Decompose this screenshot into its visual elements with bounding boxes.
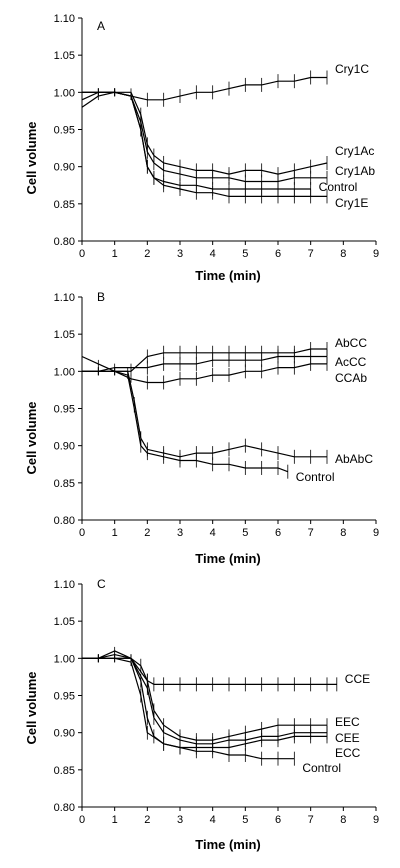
panel-a-ytick-label: 0.85 [54, 199, 75, 211]
panel-c-ytick-label: 0.95 [54, 691, 75, 703]
panel-c-series-cce-label: CCE [345, 672, 370, 686]
panel-c: Cell volume C Time (min) 0.80 0.85 0.90 0.9… [24, 577, 379, 852]
panel-c-series-ecc-line [82, 657, 327, 749]
panel-b-plot: 0.80 0.85 0.90 0.95 1.00 1.05 1.10 0 1 2 3 4 5 6 7 8 9 Ab… [54, 292, 379, 539]
panel-c-xtick-label: 2 [144, 814, 150, 826]
panel-b-xlabel: Time (min) [195, 551, 261, 566]
panel-b-series-control-line [82, 370, 289, 473]
panel-b-label: B [97, 290, 105, 304]
panel-a-xtick-label: 0 [79, 248, 85, 260]
panel-b-xtick-label: 1 [112, 527, 118, 539]
panel-c-xtick-label: 5 [242, 814, 248, 826]
panel-a-xtick-label: 7 [308, 248, 314, 260]
panel-a-ytick-label: 1.10 [54, 13, 75, 25]
panel-a-series-cry1c-label: Cry1C [335, 62, 369, 76]
panel-a-series-cry1e-line [81, 91, 327, 197]
panel-a-xtick-label: 3 [177, 248, 183, 260]
panel-a: Cell volume A Time (min) 0.80 0.85 0.90 0.9… [24, 13, 379, 283]
panel-a-label: A [97, 19, 105, 33]
panel-c-xtick-label: 9 [373, 814, 379, 826]
panel-c-xtick-label: 1 [112, 814, 118, 826]
panel-c-ylabel: Cell volume [24, 672, 39, 745]
panel-c-xtick-label: 4 [210, 814, 216, 826]
panel-a-xlabel: Time (min) [195, 268, 261, 283]
panel-c-series-ecc-label: ECC [335, 746, 361, 760]
panel-a-series-cry1ac-line [82, 91, 328, 175]
panel-b-ytick-label: 1.05 [54, 329, 75, 341]
panel-b-xtick-label: 4 [210, 527, 216, 539]
panel-b-series-control-label: Control [296, 470, 335, 484]
panel-c-series-control-label: Control [302, 761, 341, 775]
panel-a-xtick-label: 5 [242, 248, 248, 260]
panel-a-ytick-label: 0.80 [54, 236, 75, 248]
panel-b-ylabel: Cell volume [24, 402, 39, 475]
panel-c-plot: 0.800.850.900.951.001.051.100 1 2 3 4 5 6 7 8 9CC… [54, 579, 379, 826]
panel-b-series-ccab-label: CCAb [335, 371, 367, 385]
panel-c-xtick-label: 8 [340, 814, 346, 826]
panel-a-ytick-label: 0.95 [54, 125, 75, 137]
panel-b-series-ababc-label: AbAbC [335, 452, 373, 466]
panel-c-ytick-label: 0.85 [54, 765, 75, 777]
panel-c-series-eec-label: EEC [335, 715, 360, 729]
panel-b-series-accc-label: AcCC [335, 355, 367, 369]
panel-a-series-cry1ab-label: Cry1Ab [335, 164, 375, 178]
panel-a-series-cry1e-label: Cry1E [335, 196, 368, 210]
panel-b-series-ccab-line [81, 355, 327, 384]
panel-c-ytick-label: 0.80 [54, 802, 75, 814]
panel-a-ytick-label: 1.05 [54, 50, 75, 62]
panel-b-series-abcc-label: AbCC [335, 336, 367, 350]
panel-b: Cell volume B Time (min) 0.80 0.85 0.90 0.9… [24, 290, 379, 566]
panel-a-axes [81, 18, 376, 242]
panel-b-xtick-label: 2 [144, 527, 150, 539]
panel-c-ytick-label: 1.05 [54, 616, 75, 628]
panel-c-xlabel: Time (min) [195, 837, 261, 852]
panel-a-series-cry1ab-line [82, 91, 327, 183]
panel-c-label: C [97, 577, 106, 591]
panel-a-series-cry1ac-label: Cry1Ac [335, 144, 374, 158]
panel-c-series-control-line [82, 657, 295, 760]
panel-b-series-ababc-line [82, 370, 327, 458]
panel-b-ytick-label: 1.00 [54, 366, 75, 378]
panel-a-xtick-label: 2 [144, 248, 150, 260]
panel-b-series-accc-line [82, 355, 327, 372]
panel-b-ytick-label: 1.10 [54, 292, 75, 304]
panel-b-ytick-label: 0.95 [54, 404, 75, 416]
panel-a-plot: 0.80 0.85 0.90 0.95 1.00 1.05 1.10 0 1 2 3 4 5 6 7 8 9 Cr… [54, 13, 379, 260]
panel-a-xtick-label: 9 [373, 248, 379, 260]
panel-c-xtick-label: 0 [79, 814, 85, 826]
panel-c-xtick-label: 3 [177, 814, 183, 826]
panel-b-axes [81, 297, 376, 521]
panel-b-xtick-label: 3 [177, 527, 183, 539]
panel-c-ytick-label: 1.10 [54, 579, 75, 591]
panel-c-series-cce-line [82, 657, 337, 685]
panel-b-xtick-label: 0 [79, 527, 85, 539]
panel-a-series-control-label: Control [319, 180, 358, 194]
panel-b-xtick-label: 8 [340, 527, 346, 539]
panel-b-ytick-label: 0.80 [54, 515, 75, 527]
panel-b-xtick-label: 6 [275, 527, 281, 539]
panel-c-xtick-label: 6 [275, 814, 281, 826]
panel-c-series-eec-line [82, 650, 327, 741]
panel-c-ytick-label: 0.90 [54, 728, 75, 740]
panel-c-series-cee-line [82, 653, 327, 745]
panel-a-ytick-label: 1.00 [54, 87, 75, 99]
panel-c-xtick-label: 7 [308, 814, 314, 826]
panel-b-ytick-label: 0.90 [54, 441, 75, 453]
panel-a-xtick-label: 1 [112, 248, 118, 260]
panel-c-ytick-label: 1.00 [54, 653, 75, 665]
panel-b-xtick-label: 5 [242, 527, 248, 539]
panel-b-xtick-label: 9 [373, 527, 379, 539]
panel-b-ytick-label: 0.85 [54, 478, 75, 490]
panel-a-ylabel: Cell volume [24, 122, 39, 195]
panel-b-xtick-label: 7 [308, 527, 314, 539]
panel-c-series-cee-label: CEE [335, 731, 360, 745]
panel-a-xtick-label: 4 [210, 248, 216, 260]
panel-a-xtick-label: 8 [340, 248, 346, 260]
panel-a-series-cry1c-line [82, 76, 327, 101]
panel-a-xtick-label: 6 [275, 248, 281, 260]
panel-a-ytick-label: 0.90 [54, 162, 75, 174]
